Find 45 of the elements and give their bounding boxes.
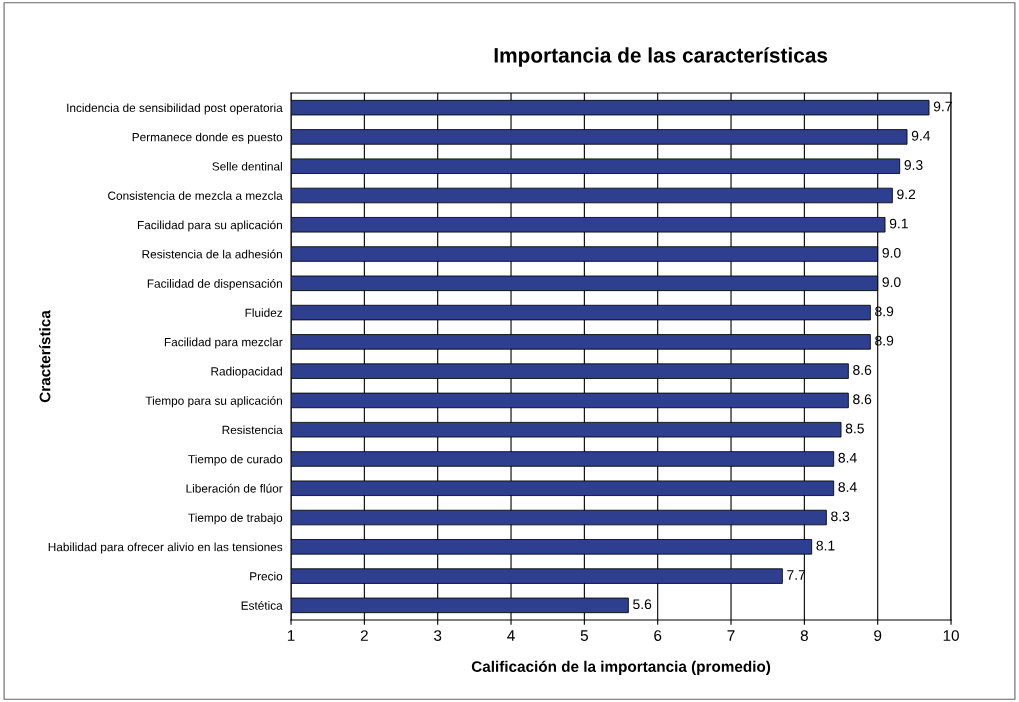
y-tick-label: Facilidad para mezclar: [164, 337, 283, 349]
y-tick-label: Permanece donde es puesto: [132, 132, 283, 144]
data-label: 8.4: [838, 482, 857, 492]
y-tick-label: Fluidez: [245, 308, 283, 317]
y-tick-label: Tiempo para su aplicación: [145, 396, 282, 408]
data-label: 5.6: [633, 599, 652, 610]
x-tick-label: 2: [360, 630, 368, 641]
data-label: 8.6: [853, 365, 872, 375]
data-label: 9.0: [882, 277, 901, 288]
y-tick-label: Consistencia de mezcla a mezcla: [108, 191, 283, 200]
x-tick-label: 9: [874, 630, 882, 641]
y-tick-label: Estética: [241, 600, 283, 610]
y-tick-label: Precio: [250, 571, 283, 581]
x-tick-label: 1: [287, 630, 295, 641]
y-tick-label: Resistencia de la adhesión: [142, 249, 282, 259]
data-label: 8.3: [831, 511, 850, 522]
data-label: 9.1: [889, 218, 908, 229]
chart-title: Importancia de las características: [494, 47, 828, 67]
x-tick-label: 5: [580, 630, 588, 641]
data-label: 8.6: [853, 394, 872, 405]
y-tick-label: Tiempo de curado: [188, 454, 283, 466]
y-tick-label: Liberación de flúor: [186, 483, 283, 493]
x-axis-title: Calificación de la importancia (promedio): [471, 660, 771, 676]
data-label: 8.1: [816, 540, 835, 551]
y-tick-label: Facilidad para su aplicación: [137, 220, 282, 232]
y-tick-label: Selle dentinal: [212, 161, 282, 171]
x-tick-label: 10: [943, 630, 959, 641]
x-tick-label: 6: [654, 630, 662, 641]
data-label: 9.0: [882, 247, 901, 258]
y-tick-label: Tiempo de trabajo: [188, 513, 283, 525]
y-tick-label: Resistencia: [222, 425, 283, 435]
data-label: 8.4: [838, 452, 857, 463]
y-tick-label: Facilidad de dispensación: [147, 278, 282, 291]
data-label: 9.3: [904, 160, 923, 170]
x-tick-label: 7: [727, 630, 735, 641]
x-tick-label: 8: [800, 630, 808, 641]
x-tick-label: 4: [507, 630, 515, 641]
data-label: 9.2: [897, 189, 916, 200]
x-tick-label: 3: [434, 630, 442, 641]
data-label: 9.4: [911, 130, 931, 141]
y-tick-label: Incidencia de sensibilidad post operatoria: [67, 103, 283, 115]
y-axis-title: Cracterística: [39, 310, 51, 403]
y-tick-label: Habilidad para ofrecer alivio en las tensiones: [48, 542, 283, 554]
data-label: 8.5: [845, 423, 864, 434]
y-tick-label: Radiopacidad: [211, 366, 282, 378]
